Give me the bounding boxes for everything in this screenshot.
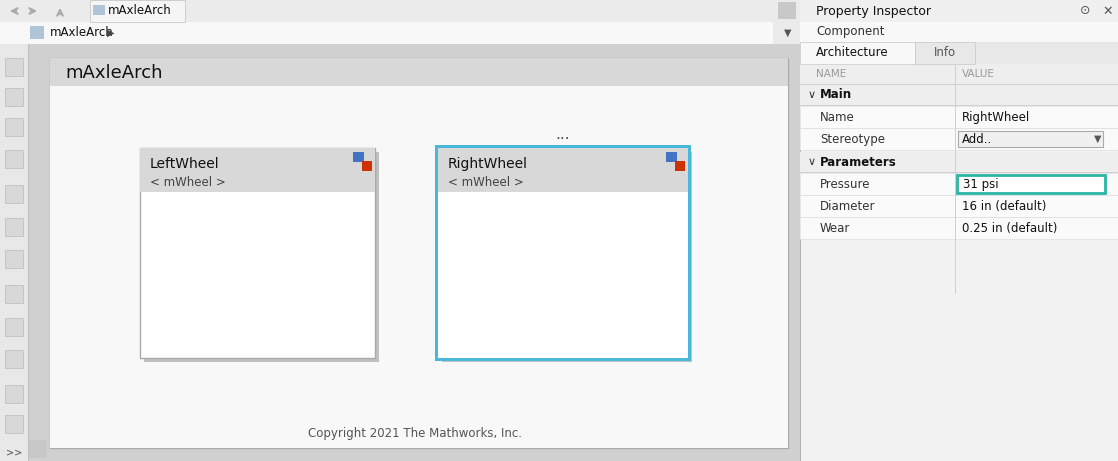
Bar: [957, 175, 1105, 193]
Bar: [50, 58, 788, 448]
Bar: [800, 172, 1118, 173]
Text: ▶: ▶: [107, 28, 114, 38]
Bar: [4, 250, 23, 268]
Bar: [800, 42, 915, 64]
Text: mAxleArch: mAxleArch: [65, 64, 162, 82]
Bar: [958, 131, 1103, 147]
Text: Component: Component: [816, 25, 884, 39]
Text: Main: Main: [819, 89, 852, 101]
Bar: [773, 22, 800, 44]
Text: 0.25 in (default): 0.25 in (default): [961, 221, 1058, 235]
Bar: [4, 58, 23, 76]
Bar: [50, 58, 788, 86]
Bar: [29, 44, 800, 461]
Text: ▼: ▼: [1095, 134, 1101, 144]
Bar: [800, 173, 1118, 195]
Bar: [85, 0, 780, 22]
Text: < mWheel >: < mWheel >: [448, 176, 523, 189]
Bar: [800, 106, 1118, 128]
Bar: [800, 217, 1118, 239]
Text: RightWheel: RightWheel: [448, 157, 528, 171]
Bar: [666, 152, 678, 162]
Bar: [144, 152, 379, 362]
Bar: [0, 44, 28, 461]
Text: Add..: Add..: [961, 132, 993, 146]
Bar: [29, 440, 47, 458]
Text: 16 in (default): 16 in (default): [961, 200, 1046, 213]
Bar: [800, 0, 1118, 22]
Bar: [4, 118, 23, 136]
Bar: [800, 173, 1118, 195]
Bar: [4, 385, 23, 403]
Text: ...: ...: [556, 126, 570, 142]
Bar: [675, 161, 685, 171]
Bar: [4, 318, 23, 336]
Bar: [435, 145, 691, 361]
Bar: [30, 26, 44, 39]
Bar: [140, 148, 375, 192]
Text: mAxleArch: mAxleArch: [108, 5, 172, 18]
Bar: [800, 106, 1118, 128]
Text: ∨: ∨: [808, 157, 816, 167]
Text: Name: Name: [819, 111, 855, 124]
Bar: [4, 285, 23, 303]
Bar: [800, 128, 1118, 150]
Bar: [778, 2, 796, 19]
Text: Pressure: Pressure: [819, 177, 871, 190]
Bar: [800, 0, 1118, 22]
Bar: [800, 84, 1118, 85]
Text: < mWheel >: < mWheel >: [150, 176, 226, 189]
Bar: [800, 152, 1118, 172]
Bar: [800, 217, 1118, 239]
Bar: [800, 64, 1118, 84]
Bar: [0, 0, 800, 22]
Text: ✕: ✕: [1102, 5, 1114, 18]
Bar: [800, 22, 1118, 42]
Bar: [442, 152, 692, 362]
Text: LeftWheel: LeftWheel: [150, 157, 219, 171]
Bar: [4, 350, 23, 368]
Bar: [4, 218, 23, 236]
Bar: [140, 148, 375, 358]
Text: Stereotype: Stereotype: [819, 132, 885, 146]
Bar: [800, 42, 1118, 64]
Bar: [353, 152, 364, 162]
Bar: [800, 22, 1118, 44]
Bar: [915, 42, 975, 64]
Text: VALUE: VALUE: [961, 69, 995, 79]
Bar: [50, 86, 788, 448]
Bar: [438, 148, 688, 358]
Bar: [800, 195, 1118, 217]
Bar: [4, 150, 23, 168]
Text: Parameters: Parameters: [819, 155, 897, 169]
Bar: [4, 415, 23, 433]
Bar: [362, 161, 372, 171]
Bar: [4, 88, 23, 106]
Text: >>: >>: [6, 447, 22, 457]
Bar: [800, 195, 1118, 217]
Bar: [800, 105, 1118, 106]
Text: ∨: ∨: [808, 90, 816, 100]
Bar: [0, 0, 85, 22]
Text: Diameter: Diameter: [819, 200, 875, 213]
Bar: [4, 185, 23, 203]
Bar: [0, 22, 800, 44]
Bar: [93, 5, 105, 15]
Text: Copyright 2021 The Mathworks, Inc.: Copyright 2021 The Mathworks, Inc.: [307, 426, 522, 439]
Text: ▼: ▼: [784, 28, 792, 38]
Text: Property Inspector: Property Inspector: [816, 5, 931, 18]
Bar: [800, 85, 1118, 105]
Bar: [91, 0, 184, 22]
Text: mAxleArch: mAxleArch: [50, 26, 114, 40]
Text: 31 psi: 31 psi: [963, 177, 998, 190]
Text: Architecture: Architecture: [816, 47, 889, 59]
Bar: [800, 128, 1118, 150]
Bar: [800, 0, 1118, 461]
Text: Info: Info: [934, 47, 956, 59]
Text: Wear: Wear: [819, 221, 851, 235]
Text: ⊙: ⊙: [1080, 5, 1090, 18]
Bar: [438, 148, 688, 192]
Text: RightWheel: RightWheel: [961, 111, 1031, 124]
Text: NAME: NAME: [816, 69, 846, 79]
